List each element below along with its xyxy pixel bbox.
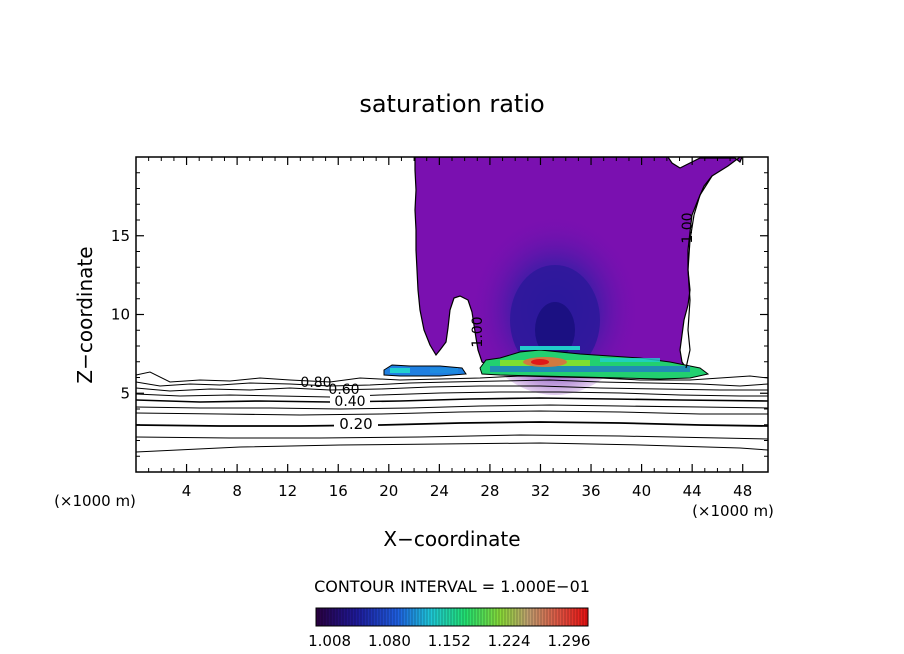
- y-tick-label: 5: [120, 384, 130, 402]
- left-band: [383, 364, 467, 377]
- y-axis-label: Z−coordinate: [73, 246, 97, 383]
- x-tick-label: 44: [683, 482, 702, 500]
- colorbar-tick-label: 1.296: [547, 632, 590, 650]
- colorbar-ticks: 1.008 1.080 1.152 1.224 1.296: [308, 632, 590, 650]
- x-tick-label: 12: [278, 482, 297, 500]
- x-tick-label: 40: [632, 482, 651, 500]
- y-tick-label: 15: [111, 227, 130, 245]
- colorbar-tick-label: 1.008: [308, 632, 351, 650]
- x-axis-label: X−coordinate: [383, 527, 520, 551]
- x-axis: 4 8 12 16 20 24 28 32 36 40 44 48: [148, 157, 752, 500]
- contour-label-100-left: 1.00: [470, 316, 486, 347]
- contour-label-040: 0.40: [334, 394, 365, 410]
- contour-label-080: 0.80: [300, 375, 331, 391]
- colorbar-tick-label: 1.224: [488, 632, 531, 650]
- x-tick-label: 24: [430, 482, 449, 500]
- x-tick-label: 36: [581, 482, 600, 500]
- x-unit-left: (×1000 m): [54, 492, 136, 510]
- contour-label-020: 0.20: [339, 415, 372, 433]
- plot-area: [136, 157, 768, 453]
- colorbar-tick-label: 1.152: [428, 632, 471, 650]
- chart-title: saturation ratio: [359, 90, 544, 118]
- contour-interval-text: CONTOUR INTERVAL = 1.000E−01: [314, 577, 590, 596]
- contour-label-100-right: 1.00: [680, 212, 696, 243]
- x-tick-label: 8: [232, 482, 242, 500]
- x-tick-label: 20: [379, 482, 398, 500]
- contour-label-060: 0.60: [328, 382, 359, 398]
- x-tick-label: 28: [480, 482, 499, 500]
- x-unit-right: (×1000 m): [692, 502, 774, 520]
- x-tick-label: 4: [182, 482, 192, 500]
- contour-label-group: 0.20 0.40 0.60 0.80 1.00 1.00: [300, 212, 696, 433]
- y-axis: 5 10 15: [111, 172, 768, 457]
- y-tick-label: 10: [111, 306, 130, 324]
- x-tick-label: 48: [733, 482, 752, 500]
- x-tick-label: 16: [329, 482, 348, 500]
- colorbar-tick-label: 1.080: [368, 632, 411, 650]
- x-tick-label: 32: [531, 482, 550, 500]
- colorbar-stripes: [318, 608, 587, 626]
- contour-lines: [136, 371, 768, 453]
